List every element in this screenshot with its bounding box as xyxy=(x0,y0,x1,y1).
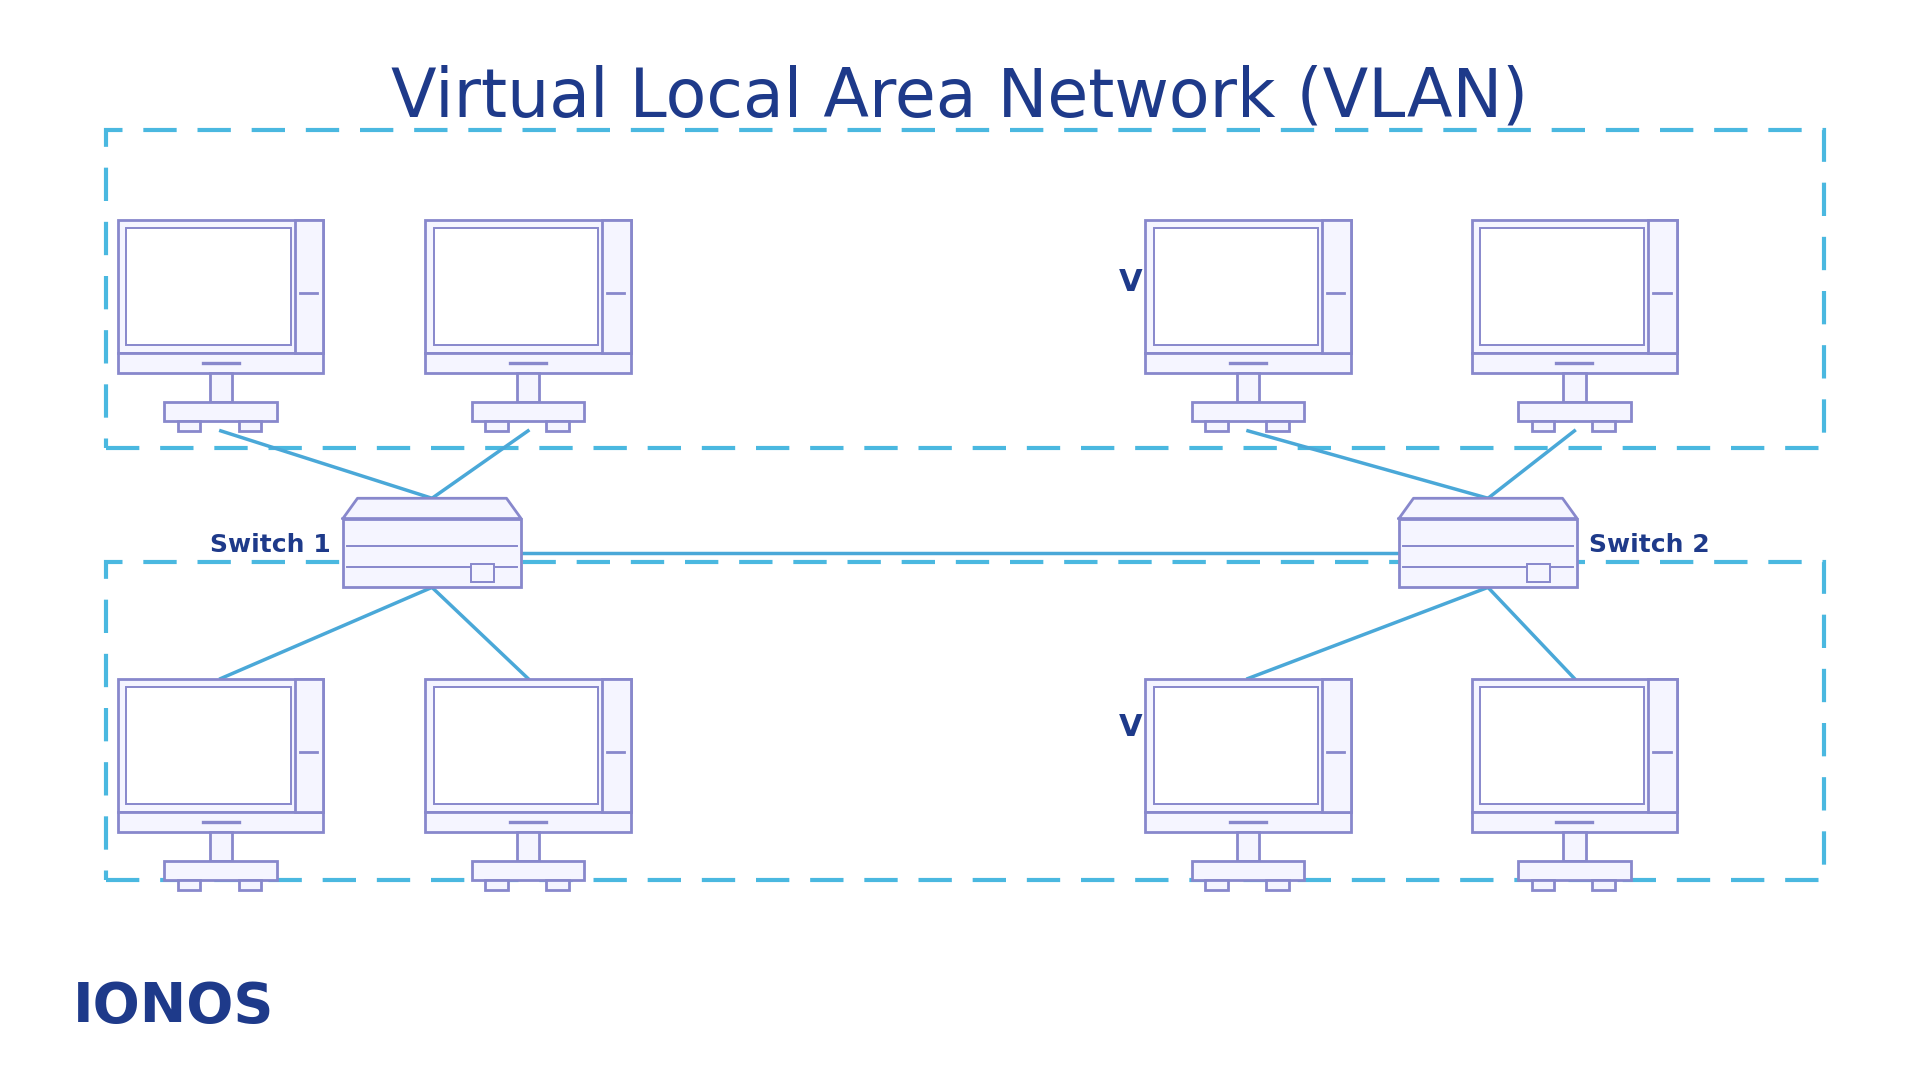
Bar xyxy=(1206,420,1227,431)
Bar xyxy=(426,353,630,374)
Bar xyxy=(1146,353,1350,374)
Bar xyxy=(106,130,1824,448)
Bar xyxy=(486,420,507,431)
Bar xyxy=(434,687,597,804)
Bar xyxy=(1154,687,1317,804)
Bar xyxy=(209,374,232,402)
Bar xyxy=(545,420,568,431)
Bar xyxy=(294,678,323,812)
Bar xyxy=(1532,879,1553,890)
Bar xyxy=(119,219,323,353)
Polygon shape xyxy=(1400,498,1576,518)
Bar xyxy=(1480,687,1644,804)
Bar xyxy=(1146,678,1350,812)
Bar xyxy=(1321,678,1350,812)
Bar xyxy=(470,564,493,582)
Bar xyxy=(1473,219,1676,353)
Bar xyxy=(1154,228,1317,345)
Text: VLAN 1: VLAN 1 xyxy=(1119,713,1244,742)
Bar xyxy=(165,861,276,879)
Bar xyxy=(1473,353,1676,374)
Text: Switch 2: Switch 2 xyxy=(1590,532,1711,557)
Bar xyxy=(1526,564,1549,582)
Bar xyxy=(1473,812,1676,833)
Bar xyxy=(601,678,630,812)
Bar xyxy=(1192,402,1304,420)
Bar xyxy=(434,228,597,345)
Bar xyxy=(1400,518,1576,588)
Text: IONOS: IONOS xyxy=(73,980,275,1034)
Bar xyxy=(1192,861,1304,879)
Bar xyxy=(1265,879,1288,890)
Bar xyxy=(1473,678,1676,812)
Bar xyxy=(165,402,276,420)
Bar xyxy=(472,861,584,879)
Bar xyxy=(238,420,261,431)
Bar xyxy=(601,219,630,353)
Bar xyxy=(426,678,630,812)
Bar xyxy=(1532,420,1553,431)
Polygon shape xyxy=(344,498,520,518)
Bar xyxy=(545,879,568,890)
Bar xyxy=(1146,219,1350,353)
Bar xyxy=(1236,374,1260,402)
Bar xyxy=(1592,879,1615,890)
Bar xyxy=(238,879,261,890)
Bar xyxy=(1647,219,1676,353)
Bar xyxy=(119,678,323,812)
Bar xyxy=(119,353,323,374)
Bar xyxy=(486,879,507,890)
Bar xyxy=(106,562,1824,880)
Bar xyxy=(426,219,630,353)
Bar xyxy=(179,879,200,890)
Bar xyxy=(516,833,540,861)
Bar xyxy=(344,518,520,588)
Bar xyxy=(1265,420,1288,431)
Bar xyxy=(127,687,290,804)
Bar xyxy=(472,402,584,420)
Bar xyxy=(1480,228,1644,345)
Text: Virtual Local Area Network (VLAN): Virtual Local Area Network (VLAN) xyxy=(392,64,1528,131)
Bar xyxy=(1519,402,1630,420)
Bar xyxy=(1563,374,1586,402)
Bar xyxy=(1519,861,1630,879)
Bar xyxy=(1563,833,1586,861)
Bar xyxy=(1146,812,1350,833)
Text: VLAN 1: VLAN 1 xyxy=(1119,268,1244,297)
Bar xyxy=(1321,219,1350,353)
Bar xyxy=(127,228,290,345)
Bar xyxy=(1592,420,1615,431)
Bar xyxy=(119,812,323,833)
Text: Switch 1: Switch 1 xyxy=(209,532,330,557)
Bar xyxy=(516,374,540,402)
Bar xyxy=(209,833,232,861)
Bar xyxy=(1236,833,1260,861)
Bar xyxy=(426,812,630,833)
Bar xyxy=(1647,678,1676,812)
Bar xyxy=(179,420,200,431)
Bar xyxy=(1206,879,1227,890)
Bar xyxy=(294,219,323,353)
